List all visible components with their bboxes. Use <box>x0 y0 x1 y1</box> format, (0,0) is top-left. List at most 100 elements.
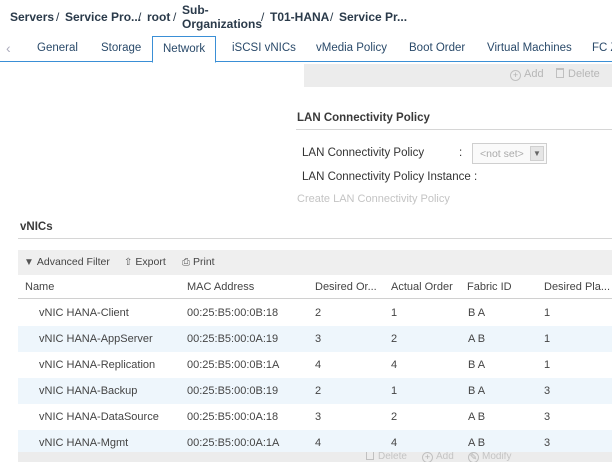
table-row[interactable]: vNIC HANA-Backup 00:25:B5:00:0B:19 2 1 B… <box>18 378 612 404</box>
cell-desired-order: 2 <box>315 307 322 319</box>
cell-fabric-id: B A <box>468 359 486 371</box>
tab-network[interactable]: Network <box>152 36 217 63</box>
cell-name: vNIC HANA-AppServer <box>39 333 153 345</box>
cell-mac: 00:25:B5:00:0A:18 <box>187 411 279 423</box>
column-header-desired-order[interactable]: Desired Or... <box>315 281 377 293</box>
cell-name: vNIC HANA-Backup <box>39 385 138 397</box>
export-label: Export <box>135 256 166 268</box>
advanced-filter-button[interactable]: ▼ Advanced Filter <box>24 256 110 268</box>
cell-mac: 00:25:B5:00:0A:1A <box>187 437 280 449</box>
chevron-down-icon[interactable]: ▼ <box>530 146 544 161</box>
tab-storage[interactable]: Storage <box>101 42 142 54</box>
table-row[interactable]: vNIC HANA-Replication 00:25:B5:00:0B:1A … <box>18 352 612 378</box>
tab-fc-zones[interactable]: FC Z <box>592 42 612 54</box>
tab-vmedia-policy[interactable]: vMedia Policy <box>316 42 387 54</box>
export-button[interactable]: ⇧ Export <box>124 256 166 268</box>
cell-desired-order: 4 <box>315 437 322 449</box>
cell-desired-order: 2 <box>315 385 322 397</box>
column-header-actual-order[interactable]: Actual Order <box>391 281 453 293</box>
breadcrumb-sub-organizations[interactable]: Sub- Organizations <box>182 3 262 31</box>
tab-boot-order[interactable]: Boot Order <box>409 42 466 54</box>
trash-icon <box>556 68 564 78</box>
breadcrumb-sub-org-line1: Sub- <box>182 3 209 17</box>
filter-icon: ▼ <box>24 257 34 268</box>
cell-actual-order: 4 <box>391 437 398 449</box>
cell-desired-placement: 3 <box>544 385 551 397</box>
cell-desired-placement: 1 <box>544 359 551 371</box>
breadcrumb-servers[interactable]: Servers <box>10 10 55 24</box>
cell-desired-order: 3 <box>315 411 322 423</box>
lan-policy-instance-label: LAN Connectivity Policy Instance : <box>302 171 478 183</box>
print-icon: ⎙ <box>182 257 190 268</box>
breadcrumb-root[interactable]: root <box>147 10 171 24</box>
trash-icon <box>366 452 374 460</box>
policy-action-bar: + Add Delete <box>304 64 612 87</box>
cell-actual-order: 4 <box>391 359 398 371</box>
lan-section-title: LAN Connectivity Policy <box>297 112 430 124</box>
cell-desired-placement: 3 <box>544 437 551 449</box>
cell-actual-order: 2 <box>391 411 398 423</box>
cell-name: vNIC HANA-Mgmt <box>39 437 129 449</box>
vnic-modify-label: Modify <box>482 452 512 462</box>
cell-desired-order: 4 <box>315 359 322 371</box>
vnics-action-bar: Delete + Add ✎ Modify <box>18 452 612 462</box>
cell-actual-order: 1 <box>391 307 398 319</box>
table-row[interactable]: vNIC HANA-Mgmt 00:25:B5:00:0A:1A 4 4 A B… <box>18 430 612 456</box>
cell-fabric-id: A B <box>468 411 486 423</box>
lan-policy-colon: : <box>459 147 463 159</box>
add-label: Add <box>524 68 544 80</box>
breadcrumb-separator: / <box>56 10 60 24</box>
cell-desired-placement: 1 <box>544 307 551 319</box>
tab-general[interactable]: General <box>37 42 78 54</box>
plus-icon: + <box>422 452 433 462</box>
advanced-filter-label: Advanced Filter <box>36 256 110 268</box>
cell-name: vNIC HANA-DataSource <box>39 411 159 423</box>
column-header-name[interactable]: Name <box>25 281 55 293</box>
divider <box>296 129 612 130</box>
chevron-left-icon[interactable]: ‹ <box>6 40 11 56</box>
tab-iscsi-vnics[interactable]: iSCSI vNICs <box>232 42 296 54</box>
column-header-fabric-id[interactable]: Fabric ID <box>467 281 512 293</box>
cell-mac: 00:25:B5:00:0B:18 <box>187 307 279 319</box>
modify-icon: ✎ <box>468 452 479 462</box>
breadcrumb-separator: / <box>173 10 177 24</box>
breadcrumb-service-profiles[interactable]: Service Pro... <box>65 10 142 24</box>
lan-policy-select[interactable]: <not set> ▼ <box>472 143 547 164</box>
print-button[interactable]: ⎙ Print <box>182 256 215 268</box>
table-row[interactable]: vNIC HANA-Client 00:25:B5:00:0B:18 2 1 B… <box>18 300 612 326</box>
column-header-desired-placement[interactable]: Desired Pla... <box>544 281 611 293</box>
breadcrumb: Servers / Service Pro... / root / Sub- O… <box>0 0 612 34</box>
delete-button[interactable]: Delete <box>556 68 600 80</box>
breadcrumb-sub-org-line2: Organizations <box>182 17 263 31</box>
breadcrumb-current: Service Pr... <box>339 10 408 24</box>
cell-name: vNIC HANA-Client <box>39 307 129 319</box>
breadcrumb-separator: / <box>261 10 265 24</box>
vnic-delete-button[interactable]: Delete <box>366 452 407 462</box>
cell-fabric-id: A B <box>468 333 486 345</box>
cell-fabric-id: B A <box>468 385 486 397</box>
plus-icon: + <box>510 70 521 81</box>
add-button[interactable]: + Add <box>510 68 544 81</box>
lan-policy-select-value: <not set> <box>480 148 524 160</box>
column-header-mac[interactable]: MAC Address <box>187 281 255 293</box>
tab-virtual-machines[interactable]: Virtual Machines <box>487 42 572 54</box>
cell-fabric-id: B A <box>468 307 486 319</box>
export-icon: ⇧ <box>124 257 133 268</box>
vnic-modify-button[interactable]: ✎ Modify <box>468 452 511 462</box>
breadcrumb-t01-hana[interactable]: T01-HANA <box>270 10 330 24</box>
vnics-toolbar: ▼ Advanced Filter ⇧ Export ⎙ Print <box>18 250 612 275</box>
cell-actual-order: 2 <box>391 333 398 345</box>
vnic-add-label: Add <box>436 452 454 462</box>
print-label: Print <box>193 256 215 268</box>
table-row[interactable]: vNIC HANA-AppServer 00:25:B5:00:0A:19 3 … <box>18 326 612 352</box>
table-row[interactable]: vNIC HANA-DataSource 00:25:B5:00:0A:18 3… <box>18 404 612 430</box>
create-lan-policy-link[interactable]: Create LAN Connectivity Policy <box>297 193 450 205</box>
vnic-add-button[interactable]: + Add <box>422 452 454 462</box>
cell-mac: 00:25:B5:00:0B:1A <box>187 359 280 371</box>
vnic-delete-label: Delete <box>378 452 407 462</box>
cell-desired-order: 3 <box>315 333 322 345</box>
cell-desired-placement: 1 <box>544 333 551 345</box>
tab-bar: ‹ General Storage Network iSCSI vNICs vM… <box>0 36 612 63</box>
breadcrumb-separator: / <box>330 10 334 24</box>
breadcrumb-separator: / <box>138 10 142 24</box>
